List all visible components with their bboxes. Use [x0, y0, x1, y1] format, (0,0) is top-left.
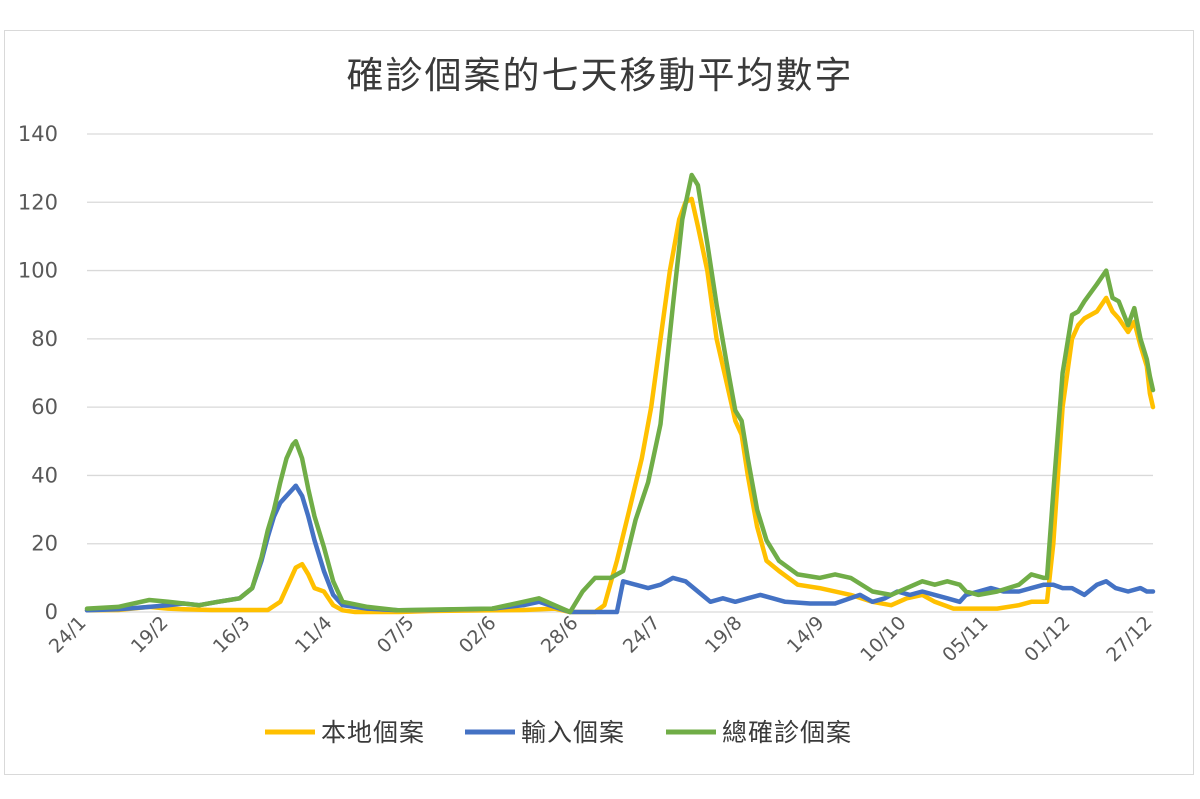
y-tick-label: 80 [31, 327, 58, 351]
series-line-0 [84, 196, 1156, 615]
chart-frame [4, 30, 1194, 775]
x-tick-label: 14/9 [783, 612, 829, 658]
x-tick-label: 24/7 [619, 612, 665, 658]
y-tick-label: 120 [18, 190, 58, 214]
x-tick-label: 11/4 [291, 612, 337, 658]
legend-label: 輸入個案 [521, 718, 625, 747]
x-tick-label: 19/8 [701, 612, 747, 658]
x-tick-label: 27/12 [1102, 612, 1156, 666]
legend: 本地個案 輸入個案 總確診個案 [265, 718, 852, 747]
x-tick-label: 28/6 [537, 612, 583, 658]
x-tick-label: 01/12 [1020, 612, 1074, 666]
y-tick-label: 20 [31, 532, 58, 556]
y-tick-label: 40 [31, 463, 58, 487]
x-tick-label: 05/11 [938, 612, 992, 666]
y-axis-ticks: 0 20 40 60 80 100 120 140 [18, 122, 58, 624]
series-lines [84, 172, 1156, 615]
series-line-2 [84, 172, 1156, 615]
x-tick-label: 16/3 [209, 612, 255, 658]
x-tick-label: 19/2 [127, 612, 173, 658]
x-tick-label: 02/6 [455, 612, 501, 658]
legend-label: 本地個案 [321, 718, 425, 747]
x-tick-label: 07/5 [373, 612, 419, 658]
y-tick-label: 140 [18, 122, 58, 146]
chart-title: 確診個案的七天移動平均數字 [347, 54, 854, 97]
legend-label: 總確診個案 [722, 718, 852, 747]
x-axis-ticks: 24/1 19/2 16/3 11/4 07/5 02/6 28/6 24/7 19/8 14/9… [45, 612, 1157, 666]
y-tick-label: 0 [45, 600, 58, 624]
y-tick-label: 60 [31, 395, 58, 419]
y-tick-label: 100 [18, 259, 58, 283]
x-tick-label: 10/10 [856, 612, 910, 666]
series-line-1 [84, 483, 1156, 615]
